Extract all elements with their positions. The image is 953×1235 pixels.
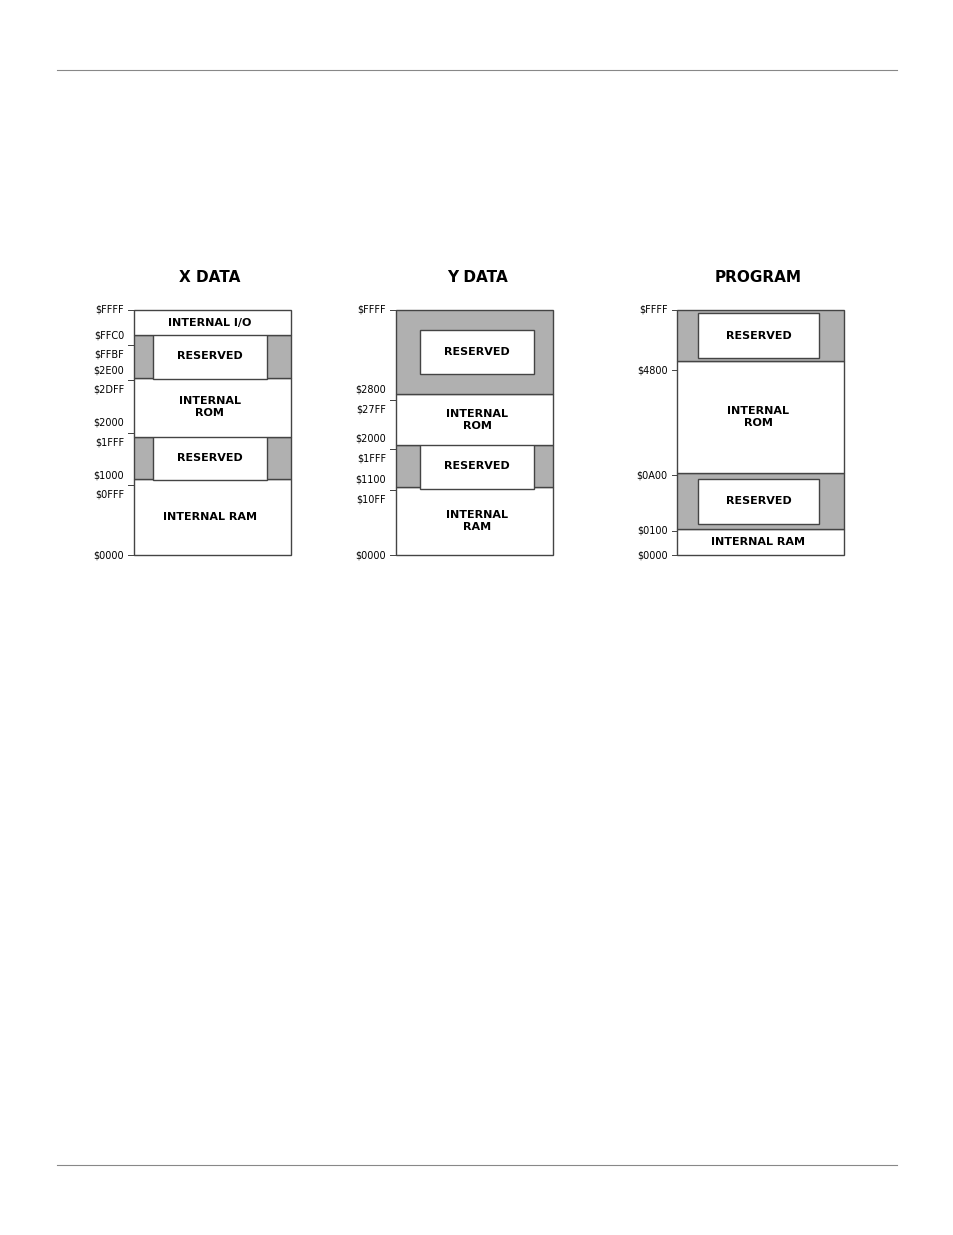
Bar	[677, 473, 843, 530]
Text: $FFBF: $FFBF	[94, 350, 124, 359]
Text: $FFC0: $FFC0	[93, 330, 124, 340]
Text: $FFFF: $FFFF	[95, 305, 124, 315]
Text: $0000: $0000	[355, 550, 386, 559]
Text: RESERVED: RESERVED	[177, 453, 242, 463]
Text: $1100: $1100	[355, 474, 386, 485]
Text: INTERNAL RAM: INTERNAL RAM	[711, 537, 804, 547]
Text: $1000: $1000	[93, 471, 124, 480]
Bar	[133, 479, 291, 555]
Text: $2DFF: $2DFF	[92, 385, 124, 395]
Bar	[677, 530, 843, 555]
Text: INTERNAL
ROM: INTERNAL ROM	[446, 409, 507, 431]
Text: INTERNAL I/O: INTERNAL I/O	[168, 317, 252, 327]
Text: $0FFF: $0FFF	[94, 490, 124, 500]
Bar	[133, 310, 291, 336]
Text: $0000: $0000	[93, 550, 124, 559]
Text: RESERVED: RESERVED	[444, 462, 509, 472]
Bar	[420, 445, 533, 489]
Text: $10FF: $10FF	[356, 494, 386, 505]
Bar	[133, 437, 291, 479]
Bar	[677, 310, 843, 361]
Bar	[395, 394, 553, 445]
Text: $2E00: $2E00	[93, 366, 124, 375]
Text: PROGRAM: PROGRAM	[714, 270, 801, 285]
Text: INTERNAL
RAM: INTERNAL RAM	[446, 510, 507, 532]
Bar	[698, 479, 818, 524]
Text: $27FF: $27FF	[356, 405, 386, 415]
Text: $2800: $2800	[355, 385, 386, 395]
Bar	[133, 378, 291, 437]
Text: Y DATA: Y DATA	[446, 270, 507, 285]
Text: INTERNAL
ROM: INTERNAL ROM	[727, 406, 788, 429]
Text: $FFFF: $FFFF	[639, 305, 667, 315]
Text: $0000: $0000	[637, 550, 667, 559]
Text: RESERVED: RESERVED	[444, 347, 509, 357]
Bar	[153, 436, 266, 480]
Text: $4800: $4800	[637, 366, 667, 375]
Text: $FFFF: $FFFF	[357, 305, 386, 315]
Bar	[153, 335, 266, 379]
Text: $2000: $2000	[93, 417, 124, 427]
Text: $0A00: $0A00	[636, 471, 667, 480]
Bar	[698, 314, 818, 358]
Text: RESERVED: RESERVED	[725, 331, 790, 341]
Bar	[395, 310, 553, 394]
Text: $0100: $0100	[637, 526, 667, 536]
Bar	[395, 445, 553, 488]
Bar	[420, 330, 533, 374]
Text: $2000: $2000	[355, 433, 386, 443]
Text: RESERVED: RESERVED	[177, 352, 242, 362]
Text: INTERNAL
ROM: INTERNAL ROM	[179, 396, 240, 417]
Text: RESERVED: RESERVED	[725, 496, 790, 506]
Text: $1FFF: $1FFF	[94, 437, 124, 447]
Bar	[677, 361, 843, 473]
Bar	[395, 488, 553, 555]
Bar	[133, 336, 291, 378]
Text: INTERNAL RAM: INTERNAL RAM	[163, 513, 256, 522]
Text: X DATA: X DATA	[179, 270, 240, 285]
Text: $1FFF: $1FFF	[356, 453, 386, 463]
